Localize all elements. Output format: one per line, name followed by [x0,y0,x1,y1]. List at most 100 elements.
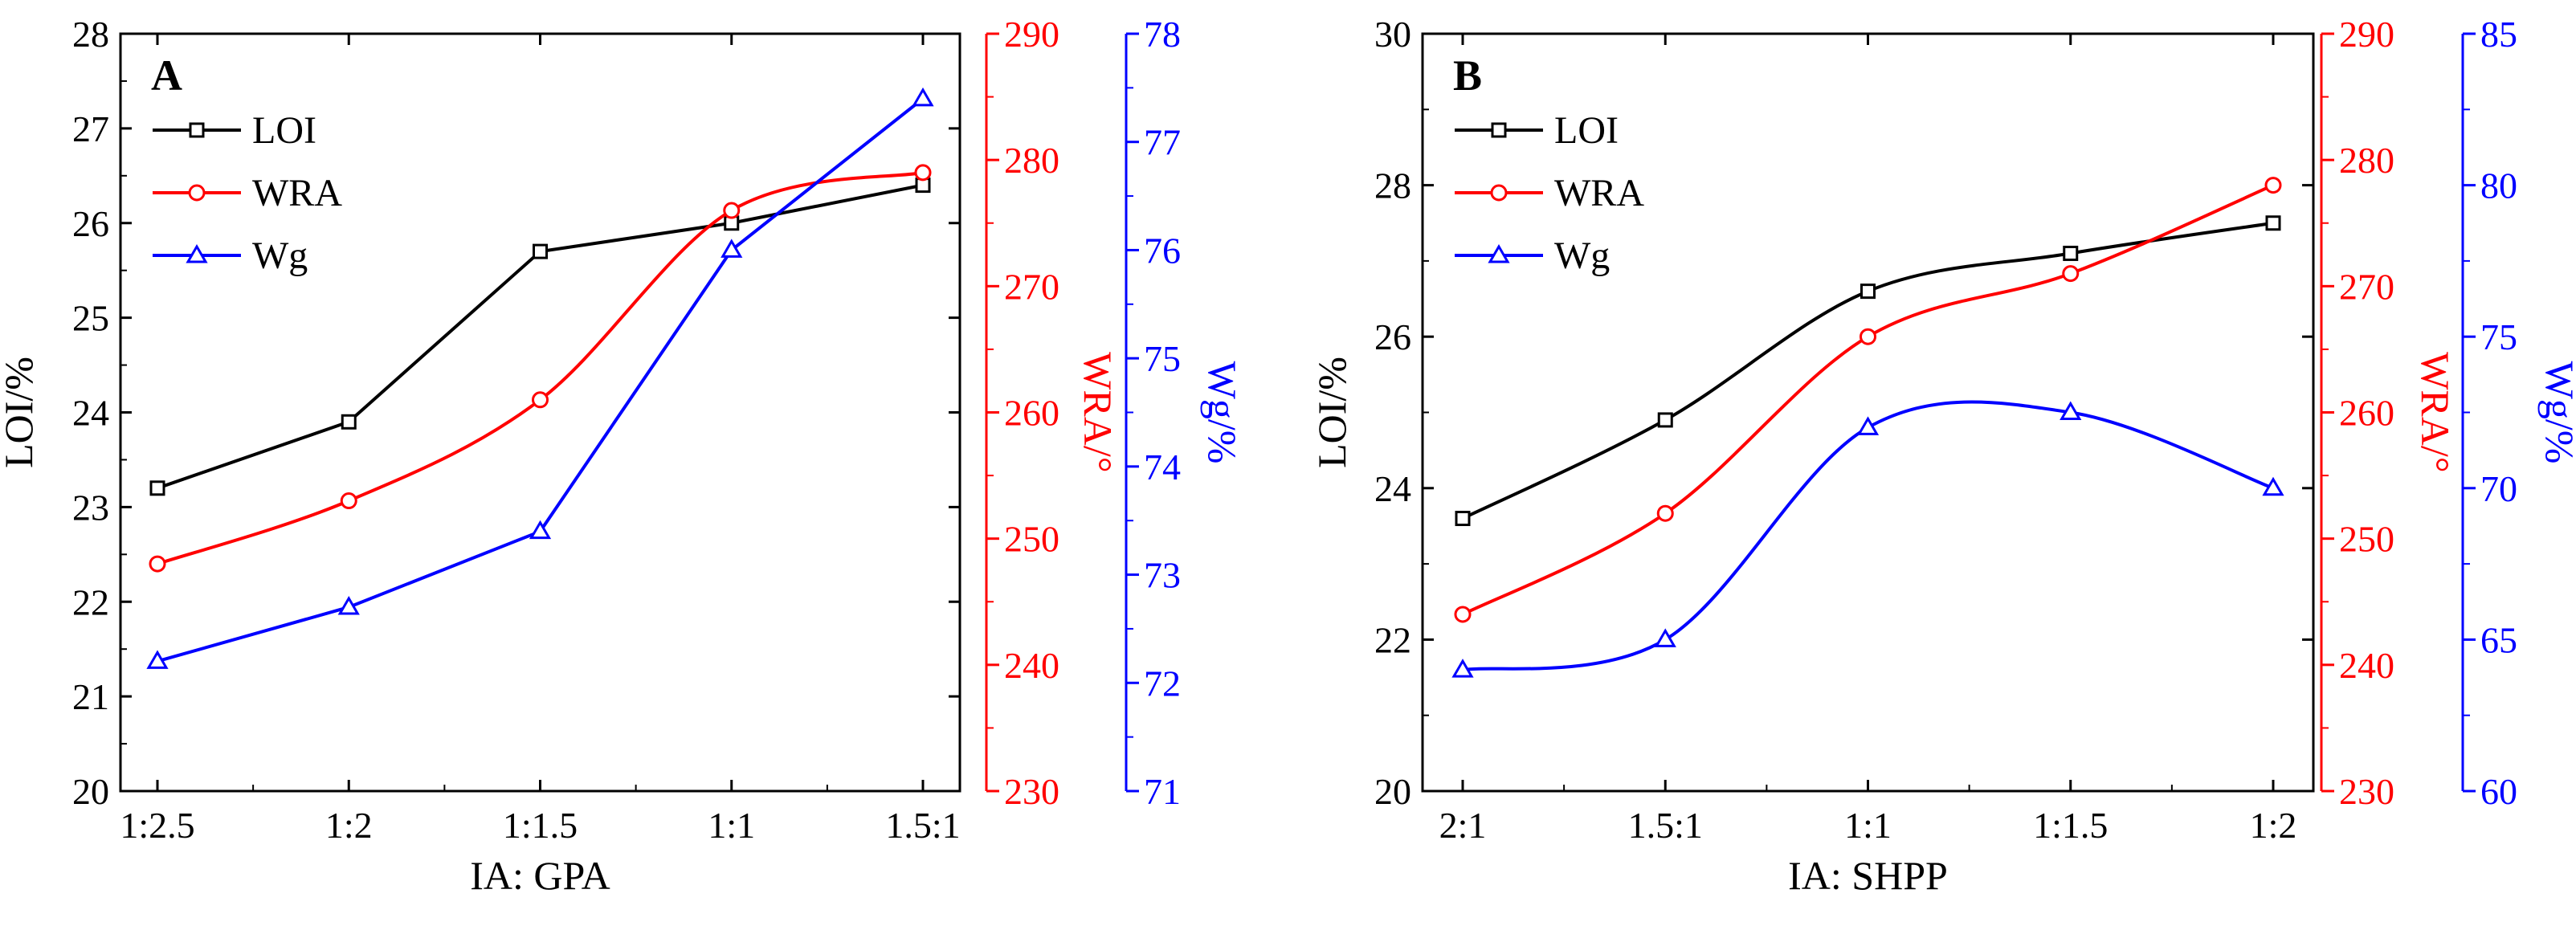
left-axis-tick-label: 22 [72,581,109,622]
legend-label-loi: LOI [252,109,316,152]
right1-axis-tick-label: 230 [1004,771,1059,812]
right1-axis-tick-label: 270 [2339,266,2394,307]
right1-axis-tick-label: 290 [2339,14,2394,55]
data-point-wg [912,87,934,107]
data-point-wg [529,520,552,540]
chart-panel-b: 20 22 24 26 28 30 LOI/% 2:1 1.5:1 1:1 1:1.5 1:2 IA: … [1309,14,2576,898]
data-point-wra [340,492,357,510]
data-point-wg [1856,416,1880,435]
data-point-wg [1654,628,1676,647]
left-axis-tick-label: 26 [1374,316,1411,357]
legend-marker-wg [1488,244,1510,263]
data-point-wra [149,555,166,573]
legend-label-wra: WRA [252,172,342,214]
right2-axis-tick-label: 73 [1144,555,1181,596]
right1-axis-tick-label: 280 [1004,140,1059,181]
data-point-loi [1657,412,1673,428]
series-wg [146,87,934,669]
right2-axis-tick-label: 65 [2480,619,2517,660]
right2-axis-tick-label: 78 [1144,14,1181,55]
right1-axis-tick-label: 260 [2339,393,2394,434]
left-axis-tick-label: 23 [72,487,109,528]
data-point-loi [2063,245,2079,261]
legend-marker-loi [189,122,205,138]
legend-label-wg: Wg [252,235,308,277]
left-axis-tick-label: 25 [72,298,109,339]
x-axis-tick-label: 1:2 [2250,805,2297,846]
legend-label-wg: Wg [1554,235,1610,277]
data-point-wra [2062,265,2080,283]
right2-axis-tick-label: 76 [1144,230,1181,271]
right2-axis-tick-label: 70 [2480,468,2517,509]
right2-axis-tick-label: 71 [1144,771,1181,812]
legend-marker-wra [188,184,206,202]
left-axis-tick-label: 28 [72,14,109,55]
legend: LOI WRA Wg [153,109,342,277]
series-line-loi [157,183,924,490]
x-axis-tick-label: 1:1.5 [503,805,578,846]
left-axis-tick-label: 21 [72,676,109,717]
right2-axis-tick-label: 80 [2480,165,2517,206]
right2-axis-tick-label: 75 [1144,338,1181,379]
x-axis-tick-label: 1:1 [1844,805,1892,846]
right1-axis-tick-label: 270 [1004,266,1059,307]
legend-marker-loi [1491,122,1507,138]
data-point-wg [721,239,743,258]
series-wg [1451,400,2284,678]
series-wra [1454,177,2282,623]
plot-frame [119,32,961,793]
left-axis-tick-label: 28 [1374,165,1411,206]
data-point-wra [2264,177,2282,194]
right1-axis-label: WRA/° [2413,352,2458,473]
panel-label: A [151,51,182,100]
data-point-wra [1860,328,1876,345]
data-point-wra [1454,606,1472,623]
data-point-wg [146,650,169,669]
left-axis-tick-label: 20 [1374,771,1411,812]
data-point-wg [2262,476,2284,496]
right1-axis-tick-label: 260 [1004,393,1059,434]
legend-label-wra: WRA [1554,172,1644,214]
right2-axis-label: Wg/% [2537,361,2576,464]
data-point-loi [149,480,165,496]
series-line-wg [1462,400,2274,672]
data-point-loi [2265,215,2281,231]
data-point-loi [341,414,357,430]
left-axis-label: LOI/% [0,357,41,468]
right2-axis-tick-label: 72 [1144,663,1181,704]
right2-axis-tick-label: 77 [1144,122,1181,163]
right1-axis-tick-label: 230 [2339,771,2394,812]
x-axis-tick-label: 1.5:1 [885,805,960,846]
series-line-wra [157,170,924,565]
left-axis-tick-label: 20 [72,771,109,812]
data-point-wra [723,202,741,219]
right1-axis-tick-label: 240 [2339,645,2394,686]
data-point-wg [1451,659,1474,678]
right1-axis-tick-label: 290 [1004,14,1059,55]
data-point-wra [1656,504,1674,522]
right2-axis-tick-label: 85 [2480,14,2517,55]
x-axis-label: IA: GPA [470,853,610,898]
left-axis-tick-label: 30 [1374,14,1411,55]
left-axis-tick-label: 24 [1374,468,1411,509]
right1-axis-tick-label: 250 [1004,519,1059,560]
left-axis-label: LOI/% [1309,357,1354,468]
x-axis-tick-label: 1:2.5 [120,805,194,846]
x-axis-tick-label: 1.5:1 [1628,805,1703,846]
series-wra [149,164,932,573]
right2-axis-label: Wg/% [1200,361,1245,464]
data-point-wra [532,391,549,409]
legend: LOI WRA Wg [1455,109,1644,277]
x-axis-tick-label: 1:2 [325,805,373,846]
legend-label-loi: LOI [1554,109,1619,152]
right1-axis-tick-label: 280 [2339,140,2394,181]
x-axis-tick-label: 2:1 [1439,805,1487,846]
right2-axis-tick-label: 74 [1144,447,1181,487]
data-point-wg [337,595,360,615]
left-axis-tick-label: 27 [72,108,109,149]
right1-axis-tick-label: 240 [1004,645,1059,686]
legend-marker-wra [1490,184,1508,202]
series-loi [1455,215,2281,527]
